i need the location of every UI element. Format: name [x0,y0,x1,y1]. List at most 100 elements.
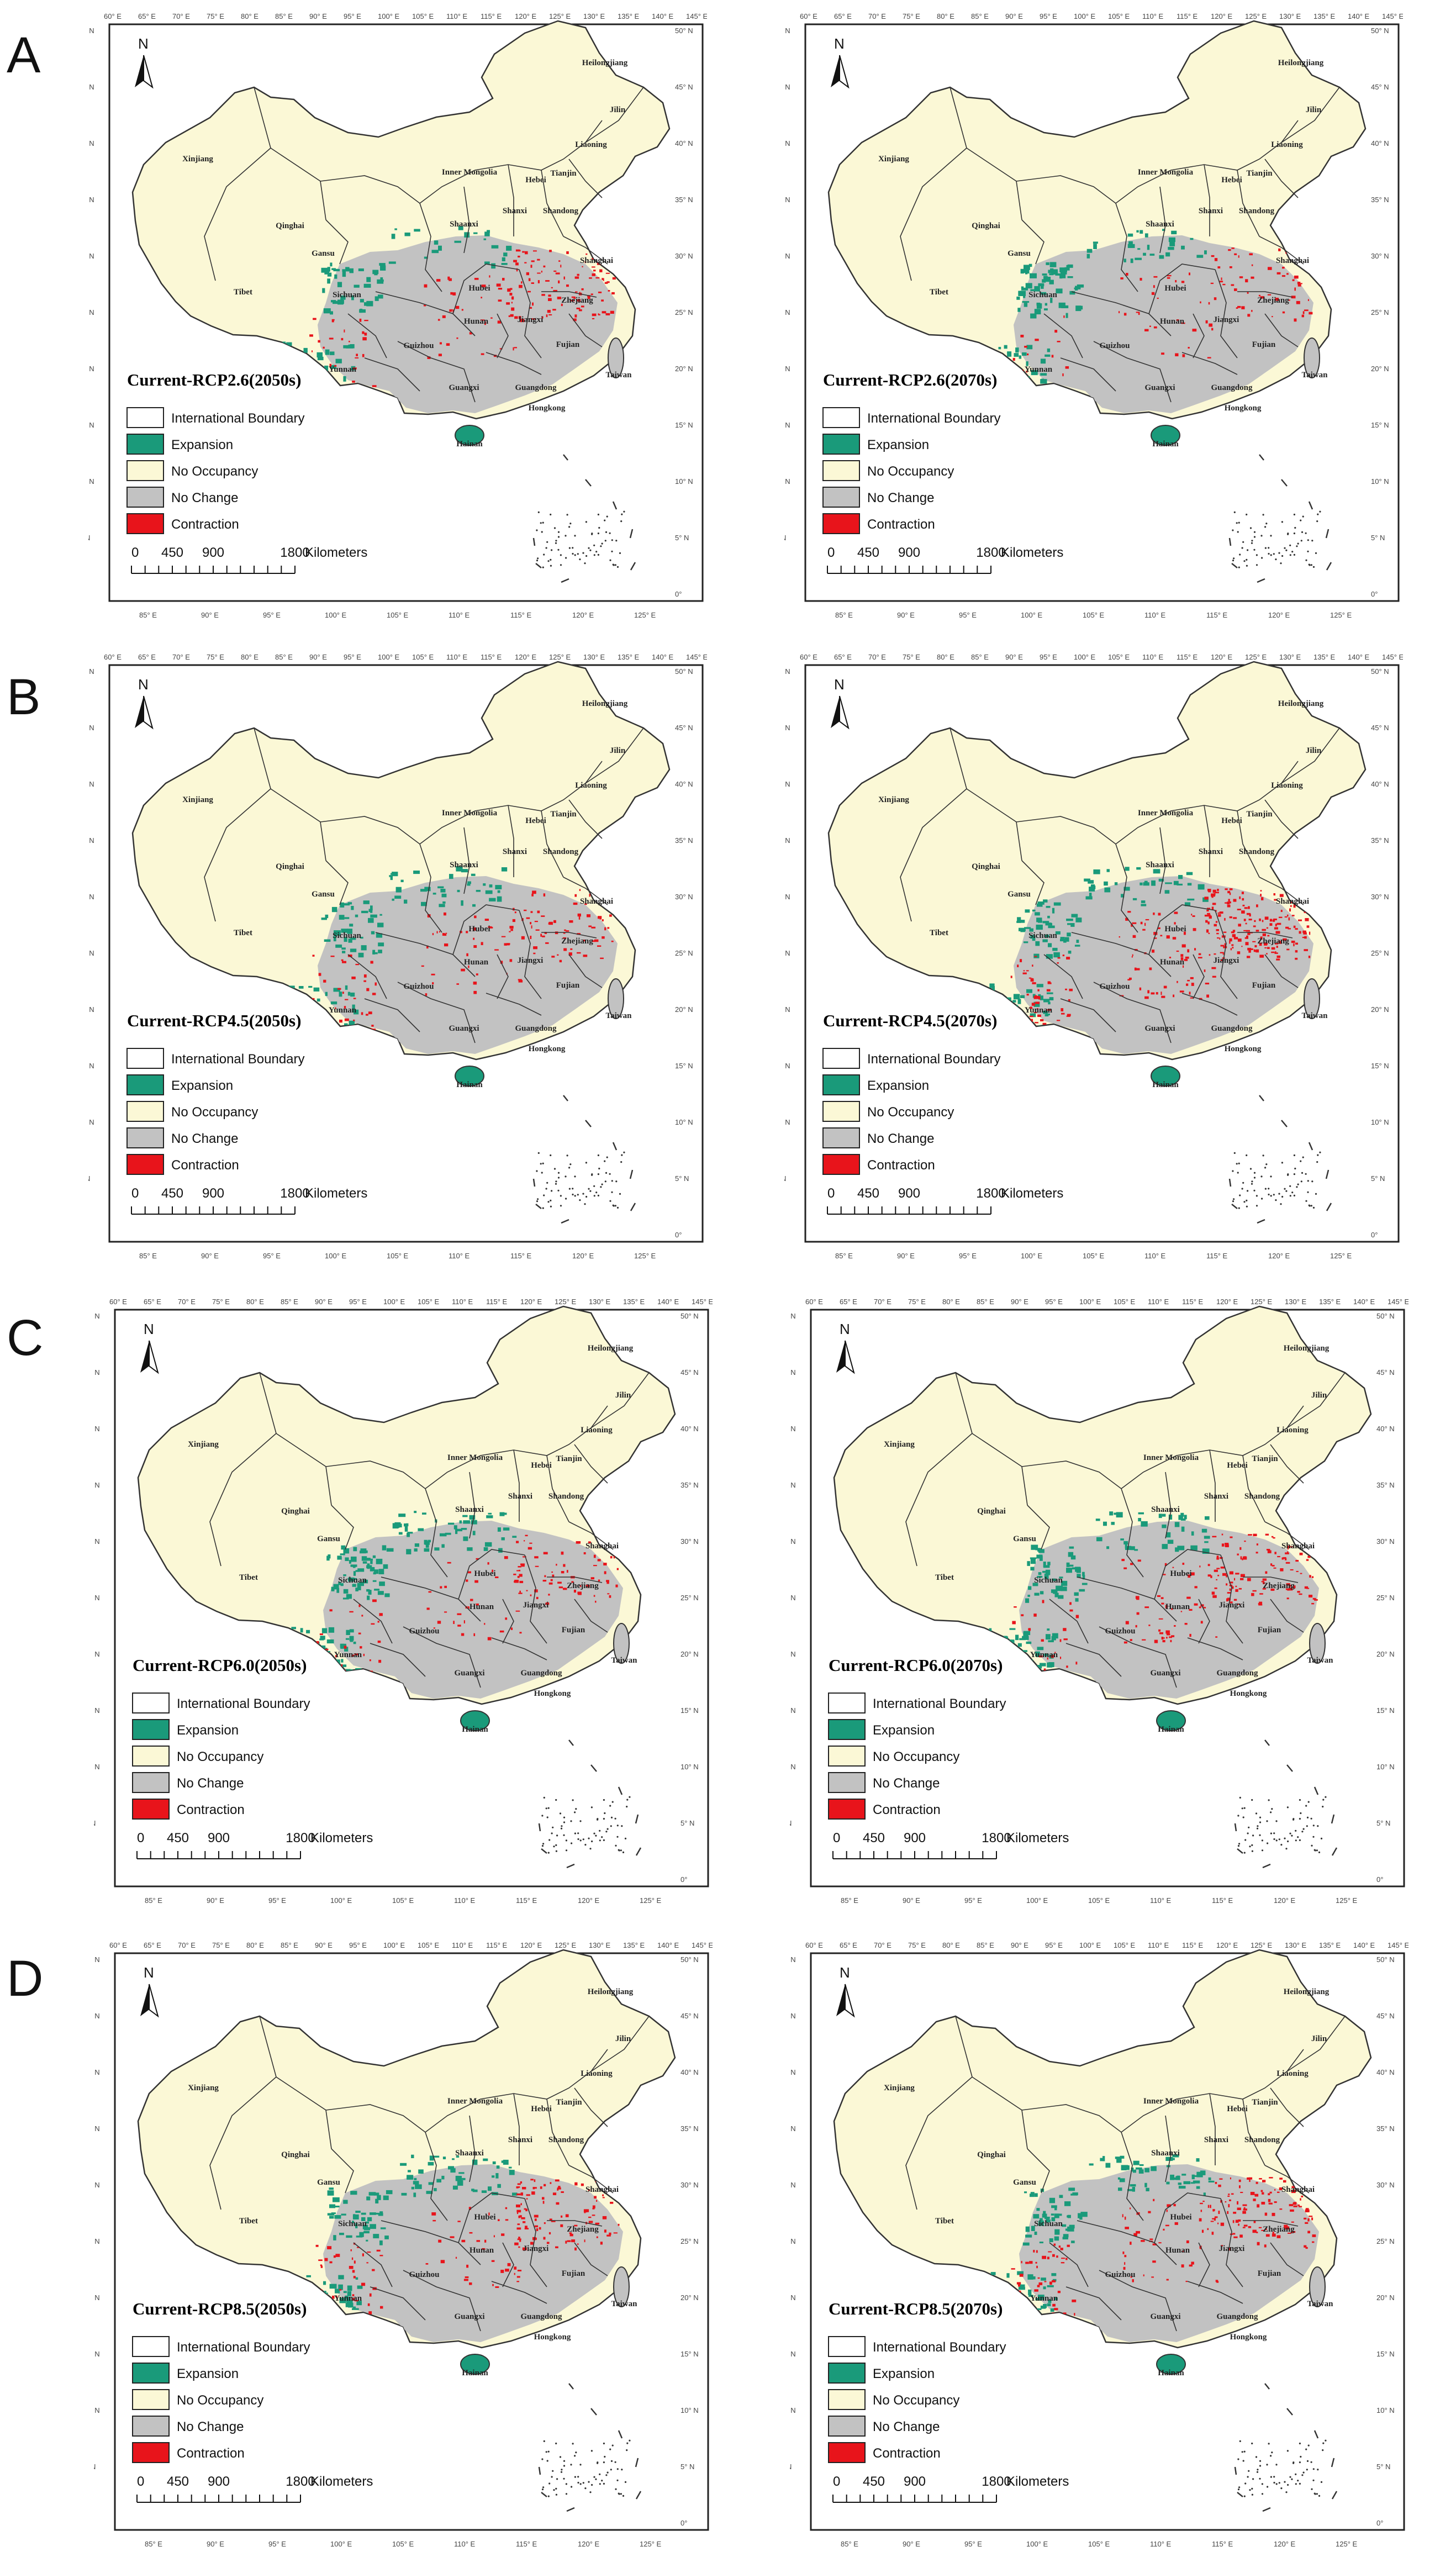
scale-tick-label: 900 [208,2474,230,2489]
no-change-region [323,1521,623,1699]
latitude-tick-left: 5° N [784,534,786,542]
province-label: Tianjin [1252,2098,1278,2107]
longitude-tick-bottom: 125° E [1330,1252,1352,1260]
longitude-tick-top: 120° E [1216,1298,1238,1306]
longitude-tick-top: 135° E [1319,1298,1341,1306]
legend-swatch [126,1154,164,1175]
longitude-tick-bottom: 120° E [1268,1252,1290,1260]
no-change-region [323,2164,623,2342]
scale-tick-label: 1800 [286,1831,315,1846]
legend-swatch [132,1799,170,1820]
latitude-tick-right: 45° N [1371,724,1389,732]
latitude-tick-right: 50° N [675,27,693,35]
latitude-tick-left: 10° N [790,1763,796,1771]
province-label: Tibet [930,929,948,937]
latitude-tick-left: 15° N [94,1706,100,1715]
province-borders [209,1372,650,1688]
latitude-tick-right: 40° N [680,1425,699,1433]
legend-swatch [822,1101,860,1122]
longitude-tick-top: 80° E [937,12,954,20]
longitude-tick-top: 110° E [446,12,468,20]
longitude-tick-top: 145° E [692,1941,713,1949]
province-label: Jilin [615,1391,631,1400]
province-label: Tibet [234,929,252,937]
contraction-cells [1012,1533,1318,1672]
province-label: Guangxi [1150,1669,1180,1678]
latitude-tick-left: 50° N [790,1312,796,1320]
province-label: Shanghai [585,2185,619,2194]
taiwan-island [613,2266,630,2307]
map-title: Current-RCP2.6(2070s) [823,370,997,389]
province-label: Hubei [468,925,490,934]
legend-label: No Occupancy [873,1749,959,1764]
north-label: N [834,676,845,693]
latitude-tick-left: 45° N [94,2012,100,2020]
latitude-tick-right: 25° N [675,949,693,957]
latitude-tick-left: 40° N [784,139,790,147]
province-label: Hongkong [1225,404,1262,413]
latitude-tick-right: 50° N [675,667,693,676]
south-china-sea-islands [1237,2439,1327,2497]
latitude-tick-left: 20° N [88,1005,94,1014]
legend: International Boundary Expansion No Occupa… [822,407,1001,534]
province-borders [204,87,644,403]
legend-swatch [132,1746,170,1767]
longitude-tick-top: 105° E [412,12,434,20]
longitude-tick-top: 110° E [452,1298,473,1306]
province-label: Guizhou [1105,1627,1135,1636]
latitude-tick-right: 5° N [680,2463,694,2471]
longitude-tick-top: 125° E [1245,12,1267,20]
south-china-sea-islands [541,1796,631,1854]
legend-label: Contraction [867,517,935,532]
longitude-tick-bottom: 115° E [1212,1896,1233,1905]
province-label: Hubei [468,284,490,293]
longitude-tick-top: 95° E [349,1298,367,1306]
latitude-tick-right: 10° N [675,1118,693,1126]
latitude-tick-right: 15° N [1376,2350,1395,2358]
longitude-tick-bottom: 100° E [325,1252,347,1260]
legend-swatch [822,1127,860,1148]
longitude-tick-bottom: 125° E [1336,2540,1358,2548]
longitude-tick-top: 125° E [1251,1298,1273,1306]
longitude-tick-top: 75° E [903,653,920,661]
legend-label: Contraction [873,2446,941,2461]
province-label: Shanghai [585,1542,619,1551]
map-title: Current-RCP2.6(2050s) [127,370,301,389]
longitude-tick-bottom: 125° E [634,1252,656,1260]
longitude-tick-bottom: 125° E [1336,1896,1358,1905]
latitude-tick-left: 35° N [94,2124,100,2133]
latitude-tick-right: 30° N [1371,893,1389,901]
longitude-tick-top: 75° E [207,653,224,661]
province-label: Yunnan [1030,1651,1058,1659]
north-arrow: N [140,1321,159,1374]
province-label: Shanghai [1281,2185,1315,2194]
row-label-d: D [7,1950,44,2007]
legend-swatch [126,513,164,534]
latitude-tick-right: 35° N [675,836,693,845]
longitude-tick-top: 125° E [555,1941,577,1949]
longitude-tick-top: 135° E [623,1941,645,1949]
latitude-tick-right: 25° N [680,1594,699,1602]
longitude-tick-top: 145° E [692,1298,713,1306]
legend-label: No Change [867,491,934,505]
province-label: Liaoning [1271,781,1303,790]
legend-label: Expansion [867,1078,929,1093]
legend-swatch [132,1693,170,1713]
longitude-tick-top: 120° E [1216,1941,1238,1949]
province-label: Sichuan [338,2219,367,2228]
longitude-tick-top: 120° E [515,653,537,661]
scale-tick-label: 900 [904,2474,926,2489]
longitude-tick-top: 75° E [908,1941,926,1949]
province-label: Guangxi [454,1669,484,1678]
longitude-tick-top: 140° E [1348,653,1370,661]
longitude-tick-top: 95° E [344,653,361,661]
legend-swatch [822,407,860,428]
hainan-island [455,1066,484,1087]
legend-swatch [822,460,860,481]
latitude-tick-right: 35° N [675,196,693,204]
latitude-tick-right: 45° N [1376,2012,1395,2020]
province-label: Shaanxi [455,2149,484,2158]
longitude-tick-top: 140° E [652,653,674,661]
province-label: Hunan [1160,958,1185,967]
